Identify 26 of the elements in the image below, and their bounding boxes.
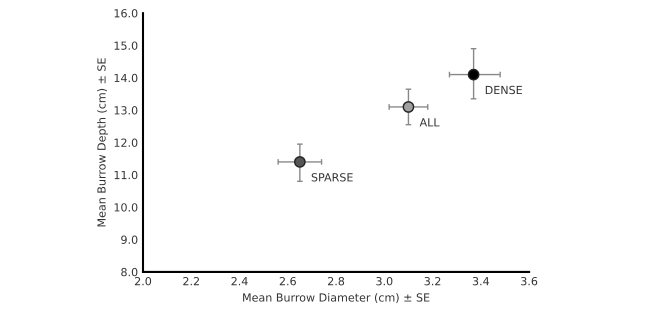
y-tick-label: 13.0 [114,106,138,115]
point [402,101,414,113]
y-tick-label: 8.0 [121,268,138,276]
x-tick-label: 3.0 [376,276,392,286]
x-axis-title: Mean Burrow Diameter (cm) ± SE [243,293,430,303]
x-tick-label: 3.6 [521,276,538,286]
annotation: ALL [420,118,440,126]
y-tick-label: 12.0 [114,138,138,147]
point [468,68,480,80]
y-tick-label: 14.0 [114,74,138,82]
x-tick-label: 2.6 [280,276,296,286]
y-tick-label: 11.0 [114,170,138,180]
x-tick-label: 2.4 [232,276,248,286]
annotation: DENSE [486,86,522,94]
y-tick-label: 15.0 [114,41,138,50]
point [294,156,306,168]
y-tick-label: 9.0 [121,236,138,244]
y-tick-label: 10.0 [114,203,138,212]
x-tick-label: 2.2 [183,276,199,286]
x-tick-label: 3.4 [472,276,490,286]
y-axis-title: Mean Burrow Depth (cm) ± SE [97,58,108,226]
annotation: SPARSE [312,173,353,182]
x-tick-label: 2.0 [134,276,152,286]
x-tick-label: 3.2 [424,276,440,286]
y-tick-label: 16.0 [114,9,138,18]
x-tick-label: 2.8 [328,276,344,286]
